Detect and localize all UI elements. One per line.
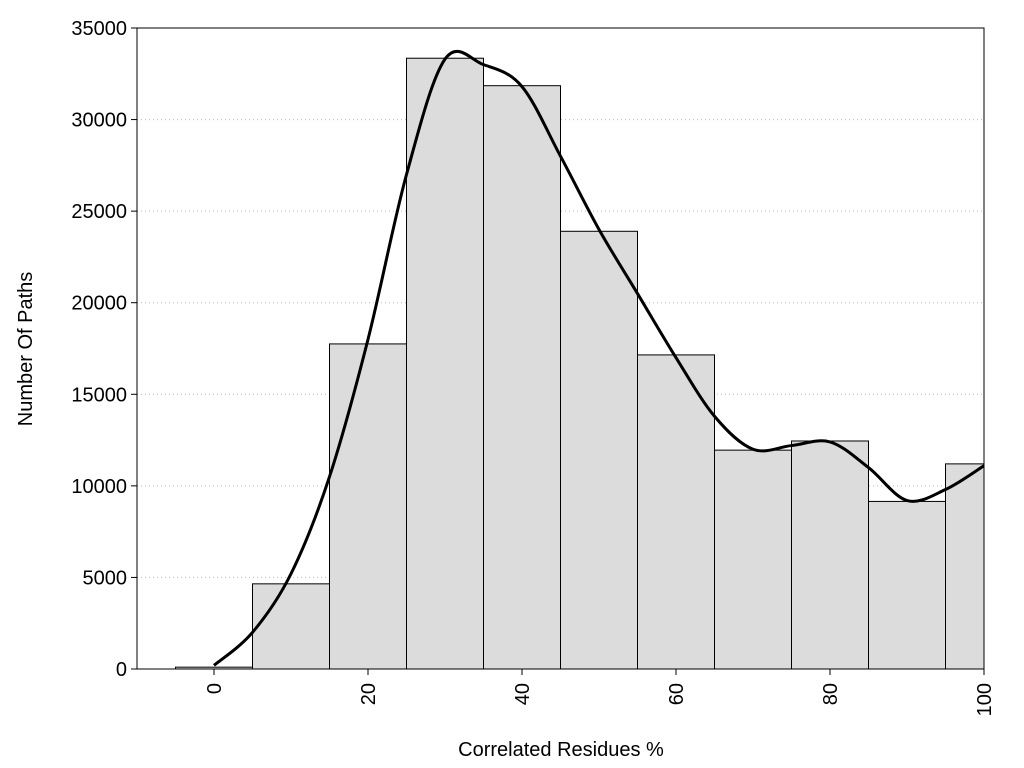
y-tick-label: 35000 xyxy=(71,18,127,40)
x-tick-label: 0 xyxy=(204,683,226,694)
x-tick-label: 80 xyxy=(820,683,842,705)
x-tick-label: 40 xyxy=(512,683,534,705)
y-tick-label: 30000 xyxy=(71,110,127,132)
y-axis-label: Number Of Paths xyxy=(15,272,37,427)
x-tick-label: 60 xyxy=(666,683,688,705)
bar xyxy=(252,583,330,669)
y-tick-label: 20000 xyxy=(71,293,127,315)
bar xyxy=(714,449,792,669)
bar xyxy=(406,57,484,669)
bar xyxy=(791,440,869,669)
bar xyxy=(329,343,407,669)
curve-line xyxy=(213,50,984,667)
bar xyxy=(868,500,946,669)
x-tick-label: 20 xyxy=(358,683,380,705)
bar xyxy=(483,85,561,669)
y-tick-label: 25000 xyxy=(71,201,127,223)
y-tick-label: 5000 xyxy=(83,567,128,589)
y-tick-label: 0 xyxy=(116,659,127,681)
curve xyxy=(213,50,984,667)
plot-frame xyxy=(136,27,985,670)
y-tick-label: 15000 xyxy=(71,384,127,406)
x-axis-label: Correlated Residues % xyxy=(458,739,664,761)
axes: 0 5000 10000 15000 20000 25000 30000 35000 0 20 40… xyxy=(71,18,996,716)
bars xyxy=(175,57,984,669)
bar xyxy=(560,230,638,669)
x-tick-label: 100 xyxy=(974,683,996,716)
y-tick-label: 10000 xyxy=(71,476,127,498)
bar xyxy=(945,463,984,669)
